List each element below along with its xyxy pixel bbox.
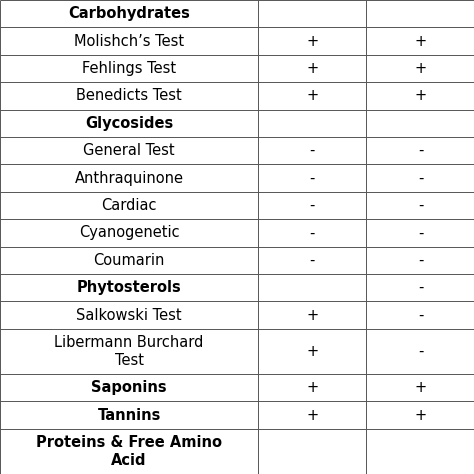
Text: Saponins: Saponins (91, 380, 167, 395)
Text: -: - (310, 253, 315, 268)
Text: Benedicts Test: Benedicts Test (76, 88, 182, 103)
Text: -: - (418, 226, 423, 240)
Text: -: - (310, 143, 315, 158)
Text: Cardiac: Cardiac (101, 198, 157, 213)
Text: -: - (418, 280, 423, 295)
Text: +: + (306, 380, 319, 395)
Text: -: - (310, 226, 315, 240)
Text: -: - (418, 171, 423, 186)
Text: -: - (418, 253, 423, 268)
Text: Molishch’s Test: Molishch’s Test (74, 34, 184, 49)
Text: +: + (306, 308, 319, 323)
Text: -: - (310, 171, 315, 186)
Text: General Test: General Test (83, 143, 175, 158)
Text: -: - (418, 344, 423, 359)
Text: Proteins & Free Amino
Acid: Proteins & Free Amino Acid (36, 435, 222, 468)
Text: Glycosides: Glycosides (85, 116, 173, 131)
Text: Coumarin: Coumarin (93, 253, 165, 268)
Text: +: + (414, 88, 427, 103)
Text: +: + (414, 408, 427, 423)
Text: Fehlings Test: Fehlings Test (82, 61, 176, 76)
Text: -: - (310, 198, 315, 213)
Text: +: + (306, 88, 319, 103)
Text: +: + (306, 344, 319, 359)
Text: Phytosterols: Phytosterols (77, 280, 182, 295)
Text: Libermann Burchard
Test: Libermann Burchard Test (55, 335, 204, 368)
Text: Salkowski Test: Salkowski Test (76, 308, 182, 323)
Text: Anthraquinone: Anthraquinone (75, 171, 183, 186)
Text: -: - (418, 198, 423, 213)
Text: +: + (306, 34, 319, 49)
Text: -: - (418, 143, 423, 158)
Text: Cyanogenetic: Cyanogenetic (79, 226, 180, 240)
Text: +: + (414, 34, 427, 49)
Text: Carbohydrates: Carbohydrates (68, 6, 190, 21)
Text: +: + (414, 61, 427, 76)
Text: Tannins: Tannins (98, 408, 161, 423)
Text: +: + (306, 61, 319, 76)
Text: -: - (418, 308, 423, 323)
Text: +: + (306, 408, 319, 423)
Text: +: + (414, 380, 427, 395)
